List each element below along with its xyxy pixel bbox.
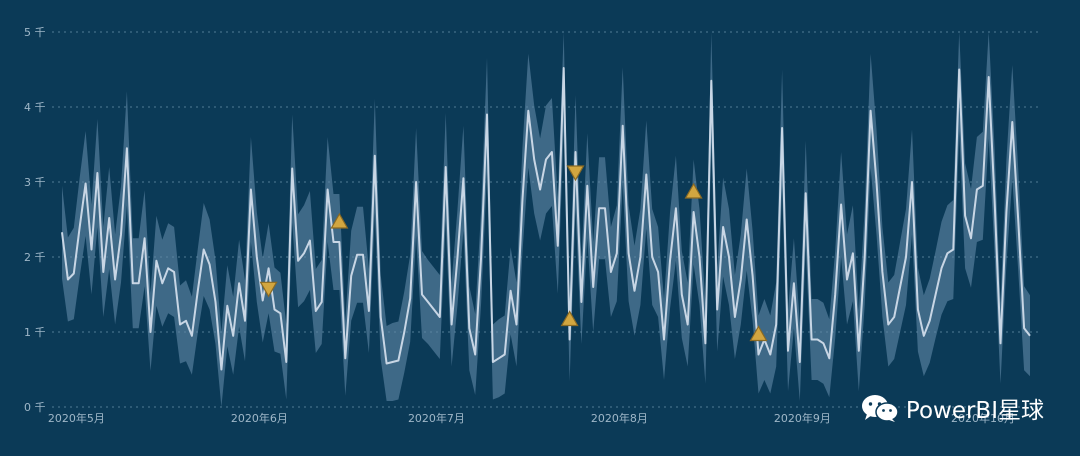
y-tick-label: 3 千 (24, 176, 46, 189)
x-tick-label: 2020年5月 (48, 411, 105, 425)
x-tick-label: 2020年6月 (231, 411, 288, 425)
anomaly-marker-up[interactable] (684, 182, 703, 199)
anomaly-marker-down[interactable] (259, 281, 278, 298)
y-tick-label: 2 千 (24, 251, 46, 264)
anomaly-marker-up[interactable] (560, 310, 579, 327)
x-axis-ticks: 2020年5月 2020年6月 2020年7月 2020年8月 2020年9月 2020年… (48, 411, 1015, 425)
x-tick-label: 2020年10月 (951, 411, 1015, 425)
anomaly-marker-down[interactable] (566, 165, 585, 182)
y-tick-label: 5 千 (24, 26, 46, 39)
anomaly-marker-up[interactable] (330, 212, 349, 229)
x-tick-label: 2020年9月 (774, 411, 831, 425)
watermark-text: PowerBI星球 (905, 398, 1044, 424)
expected-range-band (62, 32, 1030, 407)
x-tick-label: 2020年8月 (591, 411, 648, 425)
watermark: PowerBI星球 (860, 391, 1044, 425)
anomaly-marker-up[interactable] (749, 325, 768, 342)
wechat-icon (861, 395, 899, 422)
x-tick-label: 2020年7月 (408, 411, 465, 425)
y-axis-ticks: 0 千 1 千 2 千 3 千 4 千 5 千 (24, 26, 46, 414)
y-tick-label: 0 千 (24, 401, 46, 414)
anomaly-markers (259, 165, 768, 342)
y-tick-label: 1 千 (24, 326, 46, 339)
y-tick-label: 4 千 (24, 101, 46, 114)
series-line (61, 67, 1031, 371)
